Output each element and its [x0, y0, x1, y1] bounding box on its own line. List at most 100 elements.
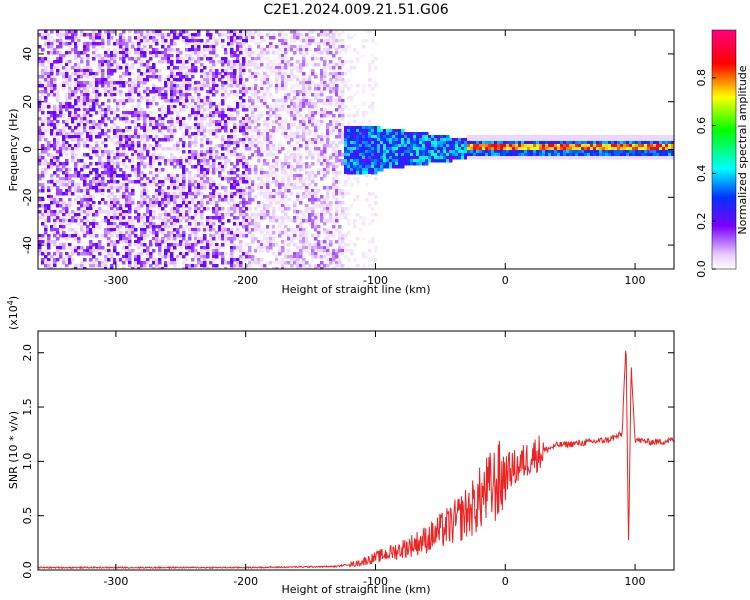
spectrogram-cell	[287, 207, 291, 211]
spectrogram-cell	[296, 99, 300, 103]
spectrogram-cell	[83, 48, 87, 52]
spectrogram-cell	[38, 234, 42, 238]
spectrogram-cell	[209, 147, 213, 151]
spectrogram-cell	[218, 120, 222, 124]
spectrogram-cell	[146, 60, 150, 64]
spectrogram-cell	[152, 72, 156, 76]
spectrogram-cell	[131, 249, 135, 253]
spectrogram-cell	[62, 75, 66, 79]
spectrogram-cell	[398, 135, 402, 139]
spectrogram-cell	[107, 153, 111, 157]
spectrogram-cell	[188, 117, 192, 121]
spectrogram-cell	[203, 96, 207, 100]
spectrogram-cell	[41, 48, 45, 52]
spectrogram-cell	[230, 48, 234, 52]
spectrogram-cell	[323, 81, 327, 85]
spectrogram-cell	[203, 72, 207, 76]
spectrogram-cell	[110, 72, 114, 76]
spectrogram-cell	[83, 42, 87, 46]
spectrogram-cell	[281, 147, 285, 151]
spectrogram-cell	[278, 159, 282, 163]
spectrogram-cell	[68, 180, 72, 184]
spectrogram-cell	[227, 48, 231, 52]
spectrogram-cell	[83, 99, 87, 103]
spectrogram-cell	[287, 126, 291, 130]
spectrogram-cell	[263, 264, 267, 268]
spectrogram-cell	[164, 252, 168, 256]
spectrogram-cell	[158, 30, 162, 34]
spectrogram-cell	[188, 81, 192, 85]
spectrogram-cell	[272, 138, 276, 142]
spectrogram-cell	[173, 147, 177, 151]
spectrogram-cell	[350, 141, 354, 145]
spectrogram-cell	[323, 39, 327, 43]
spectrogram-cell	[260, 75, 264, 79]
spectrogram-cell	[170, 258, 174, 262]
spectrogram-cell	[185, 39, 189, 43]
spectrogram-cell	[329, 231, 333, 235]
spectrogram-cell	[122, 183, 126, 187]
spectrogram-cell	[164, 84, 168, 88]
spectrogram-cell	[119, 42, 123, 46]
spectrogram-cell	[56, 96, 60, 100]
spectrogram-cell	[77, 114, 81, 118]
spectrogram-cell	[185, 204, 189, 208]
spectrogram-cell	[116, 225, 120, 229]
spectrogram-cell	[260, 51, 264, 55]
spectrogram-cell	[302, 108, 306, 112]
spectrogram-cell	[269, 66, 273, 70]
spectrogram-cell	[230, 66, 234, 70]
spectrogram-cell	[347, 231, 351, 235]
spectrogram-cell	[290, 84, 294, 88]
spectrogram-cell	[266, 87, 270, 91]
spectrogram-cell	[53, 93, 57, 97]
spectrogram-cell	[284, 162, 288, 166]
spectrogram-cell	[224, 186, 228, 190]
spectrogram-cell	[194, 39, 198, 43]
spectrogram-cell	[74, 51, 78, 55]
spectrogram-cell	[68, 78, 72, 82]
spectrogram-cell	[191, 132, 195, 136]
spectrogram-cell	[176, 84, 180, 88]
spectrogram-cell	[59, 252, 63, 256]
spectrogram-cell	[179, 78, 183, 82]
spectrogram-cell	[56, 246, 60, 250]
spectrogram-cell	[170, 93, 174, 97]
spectrogram-cell	[92, 234, 96, 238]
spectrogram-cell	[197, 99, 201, 103]
spectrogram-cell	[152, 240, 156, 244]
spectrogram-cell	[191, 231, 195, 235]
spectrogram-cell	[317, 228, 321, 232]
spectrogram-cell	[347, 33, 351, 37]
spectrogram-cell	[293, 201, 297, 205]
spectrogram-cell	[269, 171, 273, 175]
spectrogram-cell	[269, 165, 273, 169]
spectrogram-cell	[137, 57, 141, 61]
spectrogram-cell	[98, 135, 102, 139]
spectrogram-cell	[347, 171, 351, 175]
spectrogram-cell	[86, 102, 90, 106]
spectrogram-cell	[158, 168, 162, 172]
spectrogram-cell	[140, 114, 144, 118]
spectrogram-cell	[47, 87, 51, 91]
spectrogram-cell	[113, 99, 117, 103]
spectrogram-cell	[113, 228, 117, 232]
spectrogram-cell	[209, 129, 213, 133]
spectrogram-cell	[311, 102, 315, 106]
spectrogram-cell	[116, 42, 120, 46]
spectrogram-cell	[248, 39, 252, 43]
spectrogram-cell	[161, 111, 165, 115]
spectrogram-cell	[284, 156, 288, 160]
spectrogram-cell	[257, 135, 261, 139]
spectrogram-cell	[359, 162, 363, 166]
spectrogram-cell	[179, 123, 183, 127]
spectrogram-cell	[170, 66, 174, 70]
spectrogram-cell	[167, 51, 171, 55]
spectrogram-cell	[167, 105, 171, 109]
spectrogram-cell	[356, 132, 360, 136]
spectrogram-cell	[377, 135, 381, 139]
spectrogram-cell	[65, 258, 69, 262]
spectrogram-cell	[59, 267, 63, 269]
spectrogram-cell	[248, 99, 252, 103]
spectrogram-cell	[206, 123, 210, 127]
